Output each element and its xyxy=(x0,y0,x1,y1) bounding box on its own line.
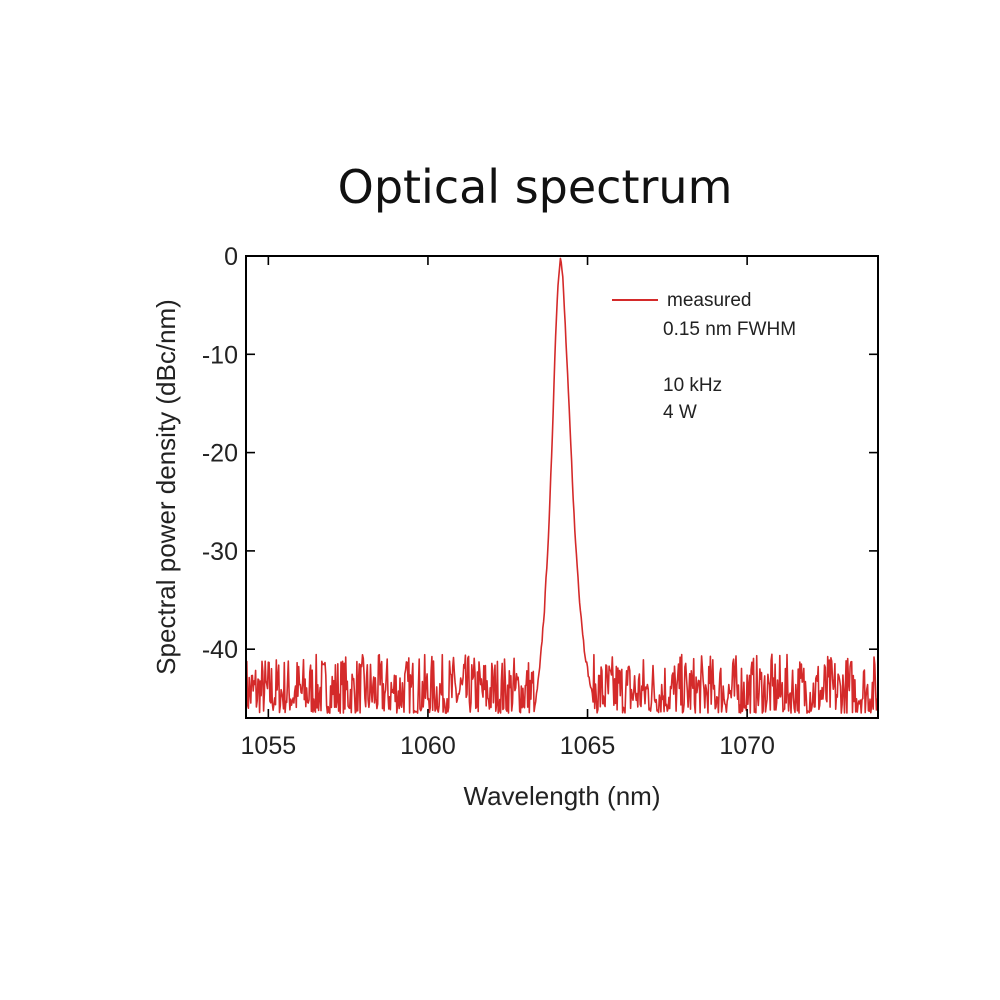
x-tick-label: 1055 xyxy=(241,732,297,760)
y-axis-label: Spectral power density (dBc/nm) xyxy=(151,299,181,675)
plot-area xyxy=(246,257,878,714)
y-tick-label: -10 xyxy=(202,341,238,369)
legend-frequency: 10 kHz xyxy=(663,375,722,396)
series-line-measured xyxy=(246,257,878,714)
legend: measured 0.15 nm FWHM 10 kHz 4 W xyxy=(612,290,796,423)
y-tick-label: -20 xyxy=(202,440,238,468)
x-tick-label: 1070 xyxy=(719,732,775,760)
chart-title: Optical spectrum xyxy=(338,160,733,214)
y-tick-label: 0 xyxy=(224,243,238,271)
plot-frame xyxy=(245,255,879,719)
legend-power: 4 W xyxy=(663,402,697,423)
x-tick-label: 1065 xyxy=(560,732,616,760)
x-axis-label: Wavelength (nm) xyxy=(464,781,661,811)
x-tick-label: 1060 xyxy=(400,732,456,760)
axis-ticks: 1055 1060 1065 1070 0 -10 -20 -30 -40 xyxy=(202,243,878,760)
y-tick-label: -40 xyxy=(202,636,238,664)
legend-series-name: measured xyxy=(667,290,752,311)
legend-fwhm: 0.15 nm FWHM xyxy=(663,319,796,340)
y-tick-label: -30 xyxy=(202,538,238,566)
